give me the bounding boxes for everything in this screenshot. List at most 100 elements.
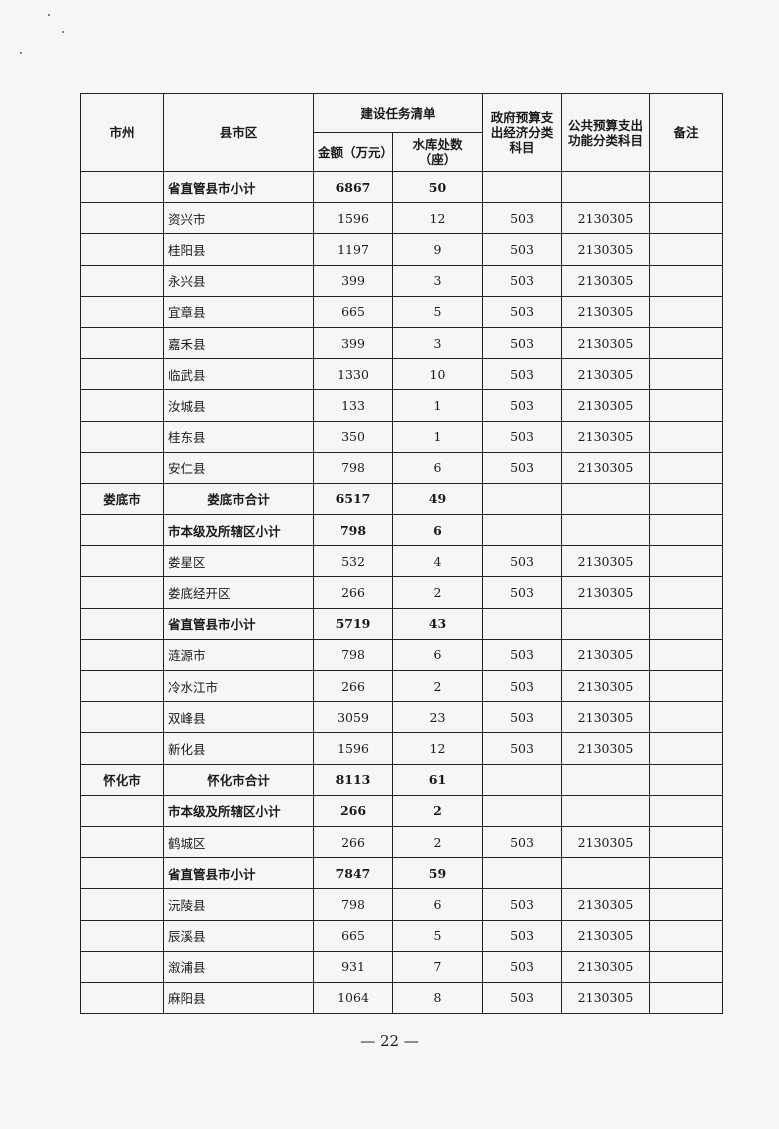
scan-speck	[62, 31, 64, 33]
table-row: 娄底经开区 266 2 503 2130305	[80, 576, 724, 609]
table-row: 永兴县 399 3 503 2130305	[80, 264, 724, 297]
amount-cell: 798	[313, 451, 393, 484]
county-cell: 辰溪县	[163, 919, 314, 952]
county-cell: 新化县	[163, 732, 314, 765]
amount-cell: 8113	[313, 763, 393, 796]
county-cell: 娄底经开区	[163, 576, 314, 609]
econ-class-cell	[482, 607, 563, 640]
city-cell	[80, 545, 164, 578]
county-cell: 冷水江市	[163, 669, 314, 703]
county-cell: 娄底市合计	[163, 482, 314, 516]
econ-class-cell: 503	[482, 638, 563, 672]
header-task-list: 建设任务清单	[312, 93, 484, 133]
func-class-cell: 2130305	[561, 638, 651, 672]
table-row: 双峰县 3059 23 503 2130305	[80, 701, 724, 734]
func-class-cell	[561, 763, 651, 796]
county-cell: 省直管县市小计	[163, 607, 314, 640]
city-cell	[80, 170, 164, 204]
subtotal-row: 省直管县市小计 6867 50	[80, 170, 724, 204]
econ-class-cell	[482, 514, 563, 547]
city-cell	[80, 358, 164, 391]
econ-class-cell: 503	[482, 919, 563, 952]
table-row: 桂东县 350 1 503 2130305	[80, 420, 724, 453]
amount-cell: 266	[313, 825, 393, 859]
county-cell: 麻阳县	[163, 981, 314, 1015]
reservoir-count-cell: 49	[391, 482, 484, 516]
func-class-cell: 2130305	[561, 451, 651, 484]
county-cell: 汝城县	[163, 389, 314, 422]
city-cell	[80, 950, 164, 983]
city-cell	[80, 888, 164, 921]
econ-class-cell	[482, 857, 563, 890]
remarks-cell	[649, 233, 724, 266]
scan-speck	[48, 14, 50, 16]
reservoir-count-cell: 2	[391, 669, 484, 703]
remarks-cell	[649, 576, 724, 609]
subtotal-row: 省直管县市小计 5719 43	[80, 607, 724, 640]
remarks-cell	[649, 514, 724, 547]
func-class-cell: 2130305	[561, 389, 651, 422]
table-row: 宜章县 665 5 503 2130305	[80, 295, 724, 328]
func-class-cell: 2130305	[561, 295, 651, 328]
amount-cell: 532	[313, 545, 393, 578]
county-cell: 娄星区	[163, 545, 314, 578]
amount-cell: 931	[313, 950, 393, 983]
county-cell: 沅陵县	[163, 888, 314, 921]
econ-class-cell	[482, 794, 563, 827]
city-cell	[80, 264, 164, 297]
remarks-cell	[649, 857, 724, 890]
func-class-cell: 2130305	[561, 358, 651, 391]
amount-cell: 399	[313, 264, 393, 297]
remarks-cell	[649, 888, 724, 921]
county-cell: 双峰县	[163, 701, 314, 734]
county-cell: 资兴市	[163, 202, 314, 235]
county-cell: 市本级及所辖区小计	[163, 514, 314, 547]
func-class-cell: 2130305	[561, 576, 651, 609]
header-county: 县市区	[163, 93, 314, 172]
econ-class-cell: 503	[482, 981, 563, 1015]
subtotal-row: 市本级及所辖区小计 266 2	[80, 794, 724, 827]
reservoir-count-cell: 50	[391, 170, 484, 204]
econ-class-cell: 503	[482, 295, 563, 328]
econ-class-cell	[482, 170, 563, 204]
remarks-cell	[649, 389, 724, 422]
remarks-cell	[649, 326, 724, 360]
remarks-cell	[649, 919, 724, 952]
table-row: 嘉禾县 399 3 503 2130305	[80, 326, 724, 360]
econ-class-cell: 503	[482, 545, 563, 578]
header-econ-class: 政府预算支出经济分类科目	[482, 93, 563, 172]
reservoir-count-cell: 7	[391, 950, 484, 983]
reservoir-count-cell: 8	[391, 981, 484, 1015]
county-cell: 临武县	[163, 358, 314, 391]
amount-cell: 6517	[313, 482, 393, 516]
func-class-cell	[561, 794, 651, 827]
county-cell: 溆浦县	[163, 950, 314, 983]
amount-cell: 133	[313, 389, 393, 422]
amount-cell: 266	[313, 794, 393, 827]
table-row: 涟源市 798 6 503 2130305	[80, 638, 724, 672]
remarks-cell	[649, 482, 724, 516]
reservoir-count-cell: 6	[391, 451, 484, 484]
reservoir-count-cell: 6	[391, 638, 484, 672]
econ-class-cell: 503	[482, 701, 563, 734]
city-cell	[80, 607, 164, 640]
table-row: 沅陵县 798 6 503 2130305	[80, 888, 724, 921]
func-class-cell: 2130305	[561, 545, 651, 578]
reservoir-count-cell: 5	[391, 919, 484, 952]
county-cell: 省直管县市小计	[163, 170, 314, 204]
econ-class-cell: 503	[482, 202, 563, 235]
county-cell: 市本级及所辖区小计	[163, 794, 314, 827]
city-cell	[80, 326, 164, 360]
econ-class-cell: 503	[482, 732, 563, 765]
city-cell	[80, 794, 164, 827]
remarks-cell	[649, 669, 724, 703]
amount-cell: 3059	[313, 701, 393, 734]
header-remarks: 备注	[649, 93, 724, 172]
reservoir-count-cell: 6	[391, 888, 484, 921]
func-class-cell: 2130305	[561, 420, 651, 453]
func-class-cell: 2130305	[561, 233, 651, 266]
county-cell: 桂东县	[163, 420, 314, 453]
amount-cell: 1596	[313, 202, 393, 235]
econ-class-cell: 503	[482, 358, 563, 391]
remarks-cell	[649, 358, 724, 391]
